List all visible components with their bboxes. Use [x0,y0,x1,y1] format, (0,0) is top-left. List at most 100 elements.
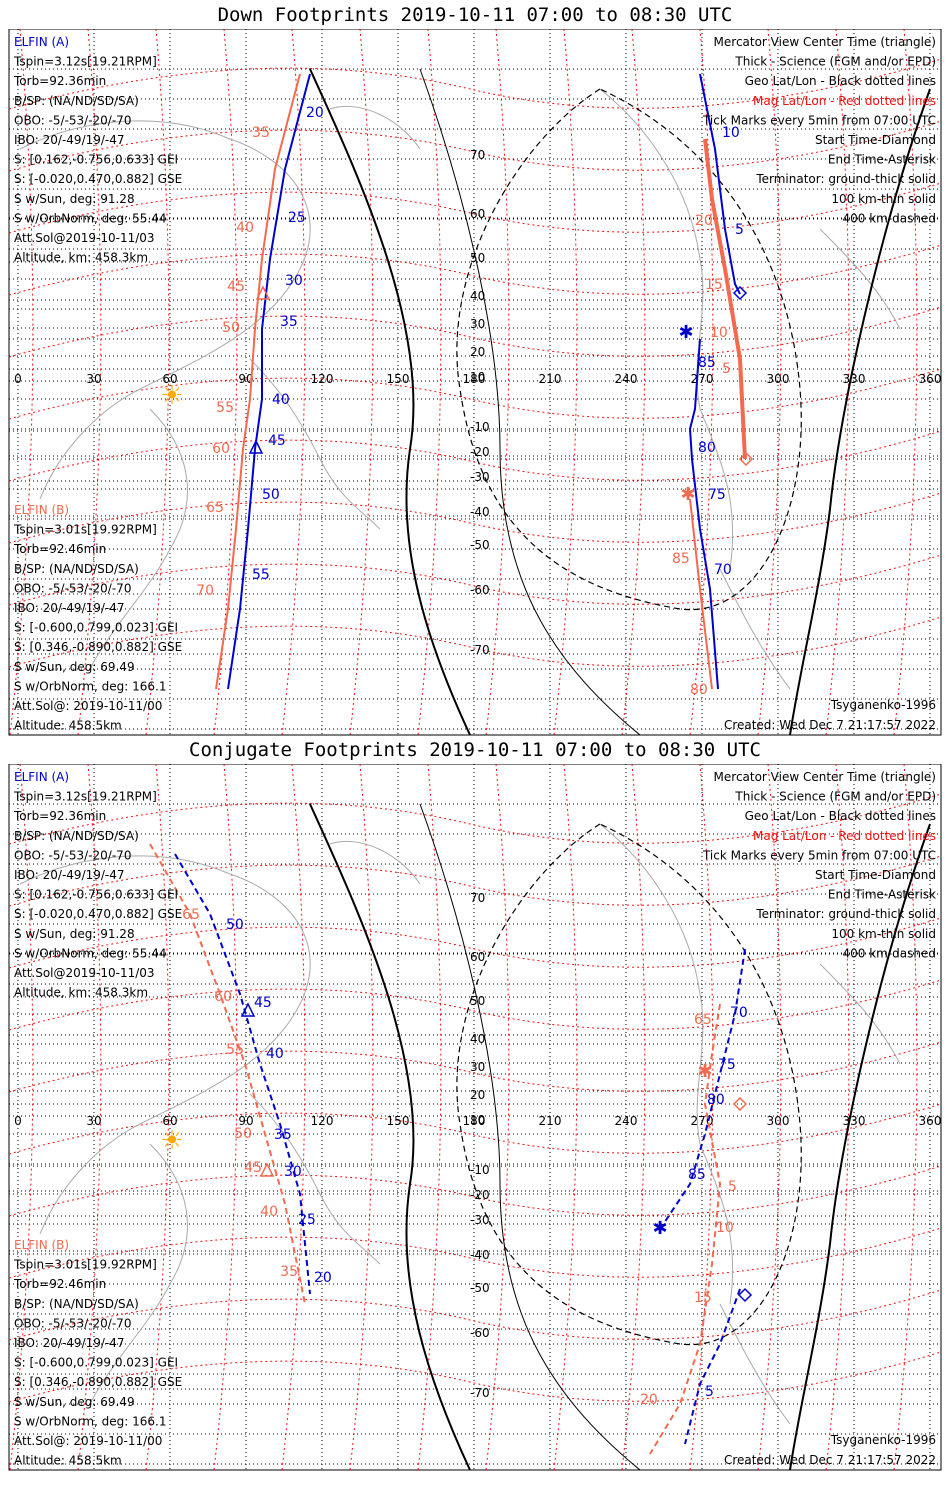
legend-line: 400 km-dashed [842,946,936,960]
track-b-tick-label: 45 [244,1160,262,1176]
down-footprints-map: 0 30 60 90 120 150 180 210 240 270 300 330 360 70 60 50… [8,29,942,736]
mag-lon-curve [9,29,34,736]
lon-label: 240 [615,372,638,386]
terminator-ground-left [309,803,471,1471]
mag-lat-curve [8,616,942,668]
track-a-tick-label: 50 [226,917,244,933]
info-b-line: Torb=92.46min [13,542,106,556]
track-a-tick-label-right: 85 [688,1167,706,1183]
terminator-curves [309,803,931,1471]
coastline [89,408,188,670]
track-b-tick-label-right: 5 [722,361,731,377]
lon-label: 360 [919,1114,942,1128]
track-a-tick-label-right: 5 [705,1384,714,1400]
lon-label: 60 [162,372,177,386]
lat-label: -70 [470,643,490,657]
mag-lon-curve [485,29,510,736]
lon-label: 0 [14,372,22,386]
lon-label: 270 [691,372,714,386]
info-b-line: S: [0.346,-0.890,0.882] GSE [14,1375,182,1389]
track-b-tick-label: 55 [226,1042,244,1058]
mag-lon-curve [145,29,170,736]
track-a-tick-label-right: 80 [707,1092,725,1108]
info-b-line: S w/Sun, deg: 69.49 [14,660,135,674]
sun-icon: ☀ [160,1126,183,1156]
info-a-line: Att.Sol@2019-10-11/03 [14,966,155,980]
lon-label: 150 [387,372,410,386]
lon-label: 210 [539,1114,562,1128]
top-panel-title: Down Footprints 2019-10-11 07:00 to 08:3… [217,4,733,26]
info-a-line: S: [0.162,-0.756,0.633] GEI [14,888,178,902]
track-a-tick-label-right: 70 [714,562,732,578]
mag-lon-curve [417,29,442,736]
info-a-line: B/SP: (NA/ND/SD/SA) [14,829,139,843]
lat-label: -30 [470,470,490,484]
elfin-b-center-triangle [255,285,271,300]
info-b-line: Tspin=3.01s[19.92RPM] [13,1258,157,1272]
elfin-b-start-diamond [738,451,754,467]
lat-label: 50 [470,251,485,265]
created-stamp: Created: Wed Dec 7 21:17:57 2022 [724,718,936,732]
info-b-line: S w/OrbNorm, deg: 166.1 [14,679,166,693]
info-b-line: Att.Sol@: 2019-10-11/00 [14,699,162,713]
mag-lat-curve [8,1103,942,1155]
track-a-tick-label-right: 75 [708,487,726,503]
lat-label: 60 [470,207,485,221]
track-a-tick-label: 25 [298,1212,316,1228]
info-b-line: IBO: 20/-49/19/-47 [14,1336,125,1350]
mag-lat-curve [8,430,942,482]
legend-line: 100 km-thin solid [831,927,936,941]
info-b-line: Torb=92.46min [13,1277,106,1291]
lon-label: 30 [86,372,101,386]
track-b-tick-label: 45 [227,279,245,295]
lat-label: -10 [470,1163,490,1177]
track-elfin-a-right-north [699,73,741,295]
map-layer: 0 30 60 90 120 150 180 210 240 270 300 330 360706050… [8,29,942,736]
info-b-line: B/SP: (NA/ND/SD/SA) [14,1297,139,1311]
track-a-tick-label: 30 [284,1164,302,1180]
track-b-tick-label-right: 15 [694,1290,712,1306]
legend-line: Mag Lat/Lon - Red dotted lines [753,829,936,843]
info-a-line: Altitude, km: 458.3km [14,986,148,1000]
info-a-line: S w/OrbNorm, deg: 55.44 [14,211,166,225]
lat-label: 20 [470,1088,485,1102]
map-layer: 0 30 60 90 120 150 180 210 240 270 300 330 360706050… [8,764,942,1471]
mag-lon-curve [893,29,918,736]
lat-label: -60 [470,1326,490,1340]
lat-label: -50 [470,1281,490,1295]
info-a-line: ELFIN (A) [14,35,69,49]
info-b-line: B/SP: (NA/ND/SD/SA) [14,562,139,576]
mag-lat-curve [8,244,942,296]
geo-grid [9,764,941,1470]
lat-label: -50 [470,538,490,552]
info-b-line: ELFIN (B) [14,503,69,517]
mag-lat-curve [8,492,942,544]
mag-lon-curve [825,29,850,736]
mag-lat-curve [8,1351,942,1403]
mag-lat-curve [8,58,942,110]
terminator-ground-right [789,823,931,1471]
mag-lat-curve [8,1289,942,1341]
terminator-400km [456,88,802,611]
track-a-tick-label-right: 80 [698,440,716,456]
legend-line: Start Time-Diamond [815,868,936,882]
track-a-tick-label: 25 [288,210,306,226]
track-b-tick-label-right: 85 [672,551,690,567]
track-elfin-a-left [174,853,311,1295]
legend-line: 400 km-dashed [842,211,936,225]
info-a-line: IBO: 20/-49/19/-47 [14,868,125,882]
sun-icon: ☀ [160,381,183,411]
track-elfin-a-right-south [688,338,719,690]
mag-lat-curve [8,368,942,420]
mag-lon-curve [689,29,714,736]
lon-label: 30 [86,1114,101,1128]
mag-lon-curve [213,764,238,1471]
track-elfin-a-right-north [659,948,746,1230]
mag-grid [8,764,942,1471]
track-elfin-b-right [649,1003,722,1455]
terminator-100km [419,68,641,736]
legend-line: Tick Marks every 5min from 07:00 UTC [702,848,936,862]
terminator-100km [419,803,641,1471]
track-a-tick-label-right: 75 [718,1057,736,1073]
info-b-line: Altitude: 458.5km [14,1454,122,1468]
